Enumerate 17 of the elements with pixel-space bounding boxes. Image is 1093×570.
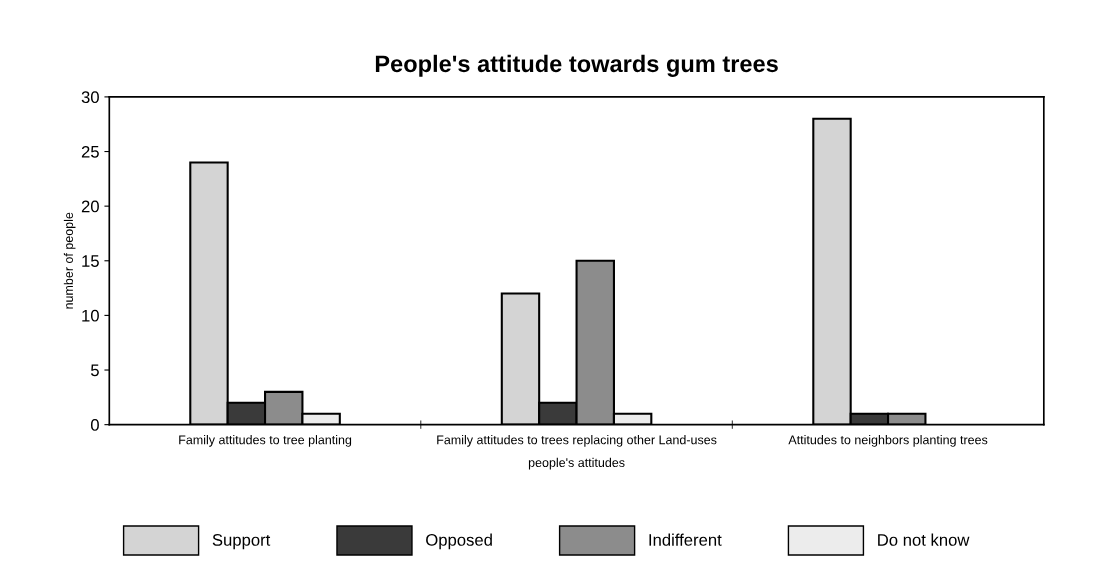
y-tick-label: 20 <box>81 200 99 213</box>
x-tick-label: Family attitudes to trees replacing other Land-uses <box>437 435 717 447</box>
legend-label: Support <box>212 534 271 550</box>
legend-label: Indifferent <box>649 533 722 546</box>
chart-title: People's attitude towards gum trees <box>375 54 778 77</box>
y-tick-label: 0 <box>90 419 99 431</box>
y-tick-label: 25 <box>81 145 99 158</box>
x-axis-title: people's attitudes <box>528 457 625 470</box>
legend-label: Do not know <box>878 533 970 546</box>
x-tick-label: Attitudes to neighbors planting trees <box>788 435 988 447</box>
legend-label: Opposed <box>426 533 492 550</box>
y-tick-label: 5 <box>90 364 99 377</box>
y-tick-label: 10 <box>82 309 99 322</box>
y-tick-label: 30 <box>81 91 99 104</box>
y-tick-label: 15 <box>82 255 99 267</box>
y-axis-title: number of people <box>63 212 76 309</box>
x-tick-label: Family attitudes to tree planting <box>179 435 352 447</box>
